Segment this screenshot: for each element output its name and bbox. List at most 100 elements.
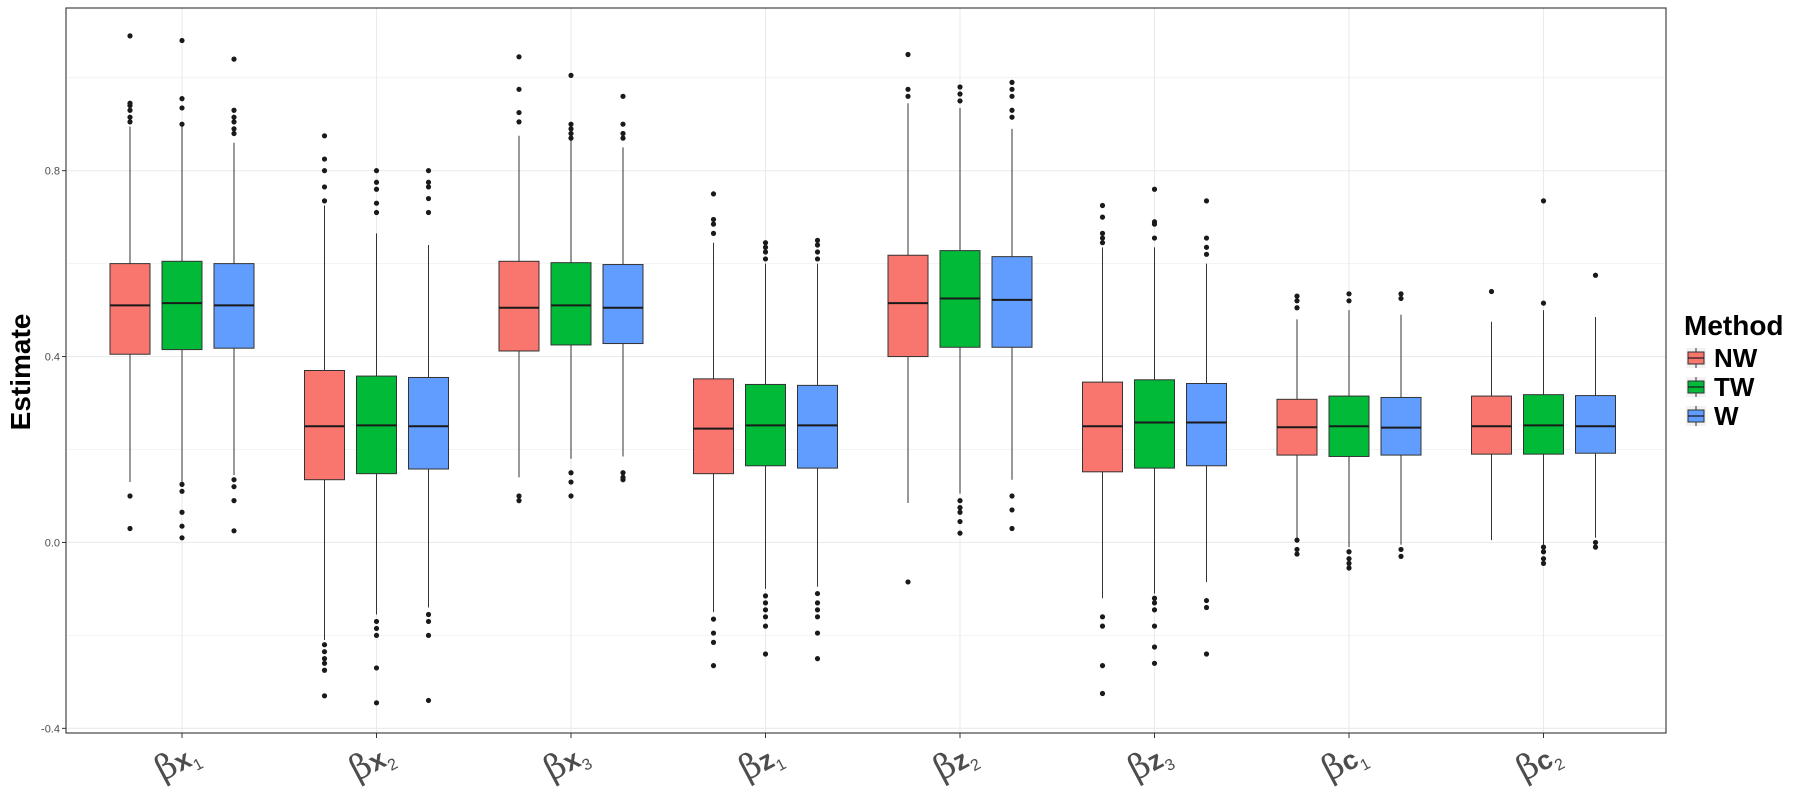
outlier-point [321,660,328,666]
outlier-point [568,470,574,476]
box-w [213,56,255,534]
outlier-point [1294,551,1300,557]
outlier-point [425,168,432,174]
outlier-point [1009,93,1015,99]
outlier-point [127,33,133,39]
outlier-point [1398,291,1404,297]
outlier-point [425,195,432,202]
outlier-point [1099,614,1106,620]
outlier-point [1099,690,1106,697]
outlier-point [231,484,237,490]
outlier-point [762,249,769,255]
outlier-point [1151,186,1158,192]
outlier-point [762,623,769,629]
outlier-point [1346,298,1352,304]
outlier-point [231,119,237,125]
outlier-point [127,100,133,106]
y-axis-label: Estimate [5,314,36,431]
outlier-point [373,200,380,206]
outlier-point [710,221,717,227]
legend-title: Method [1684,310,1784,341]
box-tw [550,72,592,499]
outlier-point [1294,537,1300,543]
box-nw [109,33,151,532]
outlier-point [814,656,821,662]
outlier-point [373,618,380,625]
outlier-point [127,114,133,120]
box-iqr [991,256,1033,348]
outlier-point [1203,604,1210,611]
outlier-point [905,86,911,92]
legend-item-tw: TW [1686,372,1755,402]
outlier-point [179,509,185,515]
outlier-point [321,656,328,662]
outlier-point [1009,107,1015,113]
legend-item-w: W [1686,401,1739,431]
outlier-point [620,135,626,141]
outlier-point [1151,607,1158,613]
outlier-point [1346,565,1352,571]
outlier-point [568,135,574,141]
outlier-point [179,481,185,487]
outlier-point [1346,556,1352,562]
box-tw [745,240,786,657]
box-tw [356,168,397,706]
outlier-point [321,168,328,174]
outlier-point [516,493,522,499]
outlier-point [1009,79,1015,85]
box-iqr [887,254,929,358]
outlier-point [231,126,237,132]
outlier-point [1294,293,1300,299]
x-tick-label: βz3 [1121,734,1178,791]
outlier-point [373,179,380,185]
outlier-point [1009,525,1015,532]
x-axis: βx1 βx2 βx3 βz1 βz2 βz3 βc1 βc2 [148,733,1568,791]
box-iqr [408,376,449,470]
outlier-point [321,184,328,190]
outlier-point [1203,198,1210,204]
outlier-point [373,625,380,632]
outlier-point [762,244,769,250]
outlier-point [1346,560,1352,566]
outlier-point [127,493,133,499]
box-nw [304,133,345,699]
outlier-point [814,237,821,243]
outlier-point [1151,660,1158,666]
outlier-point [957,84,963,90]
x-tick-label: βx1 [148,733,206,791]
outlier-point [710,630,717,636]
outlier-point [620,130,626,137]
outlier-point [814,242,821,248]
outlier-point [1203,244,1210,250]
outlier-point [710,663,717,669]
outlier-point [231,477,237,483]
outlier-point [231,528,237,534]
outlier-point [321,667,328,673]
outlier-point [1203,651,1210,657]
outlier-point [762,593,769,599]
outlier-point [425,184,432,190]
outlier-point [1151,644,1158,650]
box-layer [109,33,1616,706]
x-tick-label: βc1 [1315,733,1373,791]
x-tick-label: βz1 [732,734,789,791]
outlier-point [710,216,717,223]
y-tick-label: -0.4 [41,723,60,735]
outlier-point [568,126,574,132]
outlier-point [1151,595,1158,601]
outlier-point [1398,295,1404,302]
outlier-point [762,600,769,606]
x-tick-label: βx2 [343,733,401,791]
box-w [1186,198,1227,657]
outlier-point [425,632,432,639]
outlier-point [905,93,911,99]
outlier-point [620,93,626,99]
box-w [602,93,644,483]
outlier-point [179,105,185,111]
outlier-point [957,98,963,104]
box-iqr [797,384,838,469]
outlier-point [373,665,380,671]
outlier-point [321,156,328,162]
outlier-point [905,579,911,585]
outlier-point [814,249,821,255]
